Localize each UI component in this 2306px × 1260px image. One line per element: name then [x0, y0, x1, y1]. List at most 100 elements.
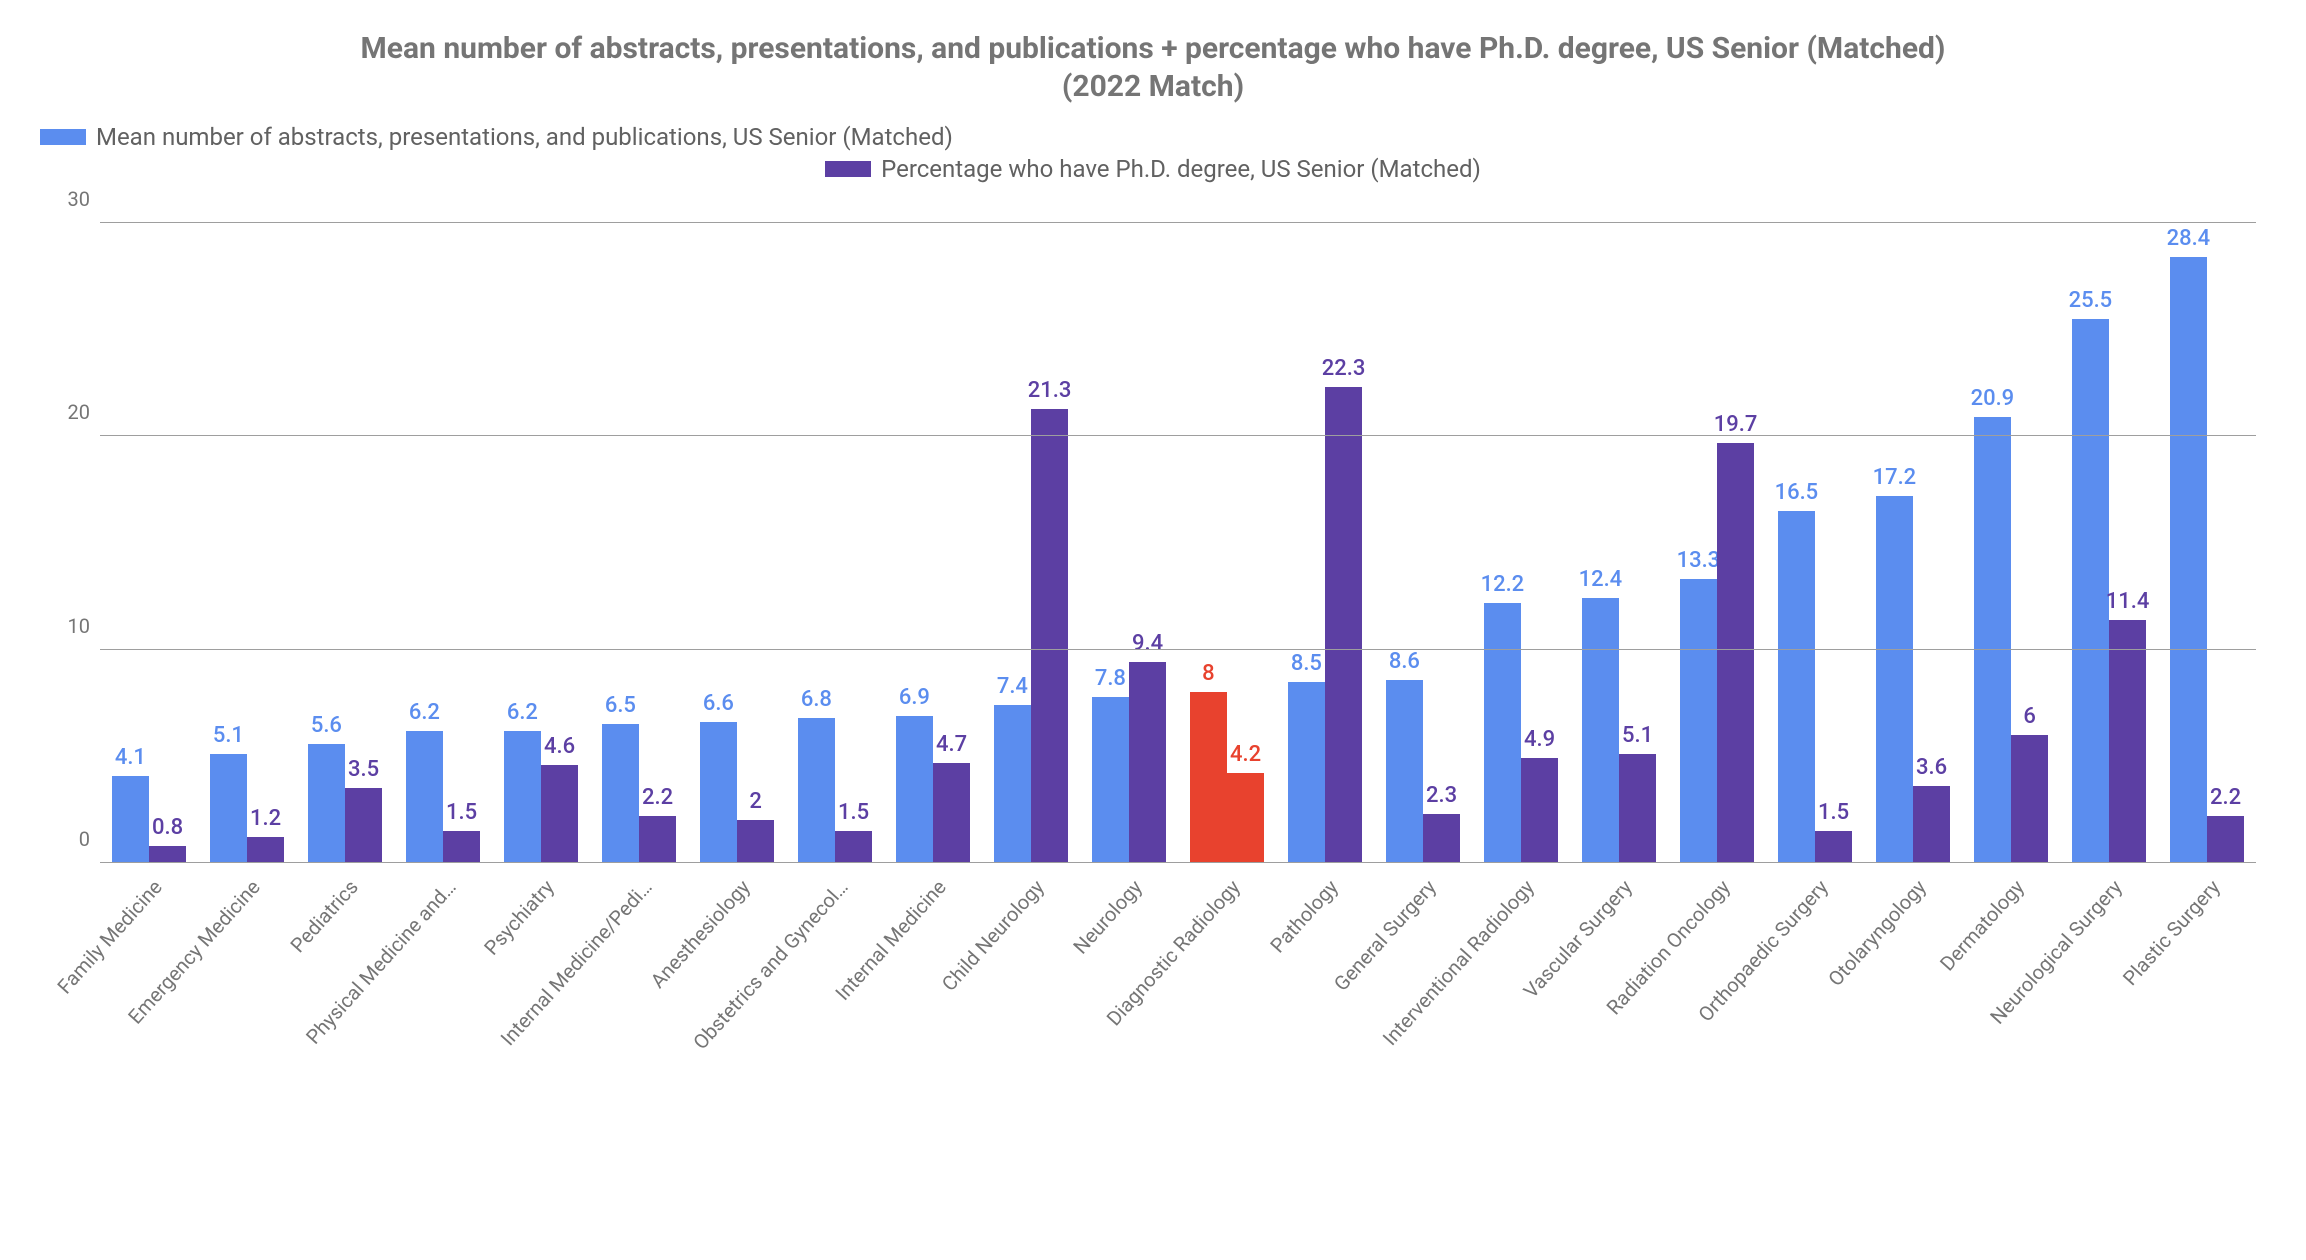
bar-group: 6.81.5	[786, 223, 884, 863]
bar-series1: 6.2	[504, 731, 541, 863]
bar-series1: 12.2	[1484, 603, 1521, 863]
bar-value-label: 19.7	[1714, 412, 1758, 437]
x-axis-label: Neurology	[1068, 875, 1147, 959]
x-axis-label: Family Medicine	[52, 875, 167, 998]
bar-series2: 11.4	[2109, 620, 2146, 863]
bar-series2: 4.6	[541, 765, 578, 863]
x-label-cell: Diagnostic Radiology	[1178, 863, 1276, 1033]
bar-series2: 4.7	[933, 763, 970, 863]
x-axis-labels: Family MedicineEmergency MedicinePediatr…	[100, 863, 2256, 1033]
bar-value-label: 3.6	[1916, 755, 1947, 780]
bar-value-label: 11.4	[2106, 589, 2150, 614]
bar-value-label: 6.6	[703, 691, 734, 716]
bar-value-label: 13.3	[1677, 548, 1721, 573]
bars-area: 4.10.85.11.25.63.56.21.56.24.66.52.26.62…	[100, 223, 2256, 863]
bar-value-label: 22.3	[1322, 356, 1366, 381]
grid-line	[100, 222, 2256, 223]
y-tick-label: 10	[50, 614, 90, 638]
bar-series1: 6.5	[602, 724, 639, 863]
bar-series1: 8.5	[1288, 682, 1325, 863]
bar-series2: 4.2	[1227, 773, 1264, 863]
bar-group: 6.62	[688, 223, 786, 863]
bar-group: 84.2	[1178, 223, 1276, 863]
bar-value-label: 7.4	[997, 674, 1028, 699]
x-axis-label: Pathology	[1265, 875, 1343, 957]
bar-series2: 5.1	[1619, 754, 1656, 863]
bar-series2: 1.5	[835, 831, 872, 863]
bar-value-label: 1.5	[1818, 800, 1849, 825]
bar-series1: 16.5	[1778, 511, 1815, 863]
bar-value-label: 6.2	[409, 700, 440, 725]
bar-series2: 21.3	[1031, 409, 1068, 863]
y-tick-label: 20	[50, 400, 90, 424]
grid-line	[100, 435, 2256, 436]
legend-swatch-series2	[825, 161, 871, 177]
bar-series1: 8.6	[1386, 680, 1423, 863]
bar-series1: 6.6	[700, 722, 737, 863]
bar-value-label: 8.5	[1291, 651, 1322, 676]
bar-value-label: 1.5	[838, 800, 869, 825]
bar-value-label: 21.3	[1028, 378, 1072, 403]
x-label-cell: Physical Medicine and…	[394, 863, 492, 1033]
bar-group: 17.23.6	[1864, 223, 1962, 863]
plot-area: 4.10.85.11.25.63.56.21.56.24.66.52.26.62…	[40, 223, 2266, 1033]
bar-value-label: 6.8	[801, 687, 832, 712]
bar-value-label: 4.2	[1230, 742, 1261, 767]
bar-group: 7.89.4	[1080, 223, 1178, 863]
bar-value-label: 16.5	[1775, 480, 1819, 505]
bar-series2: 22.3	[1325, 387, 1362, 863]
bar-value-label: 12.2	[1481, 572, 1525, 597]
bar-series1: 6.8	[798, 718, 835, 863]
bar-value-label: 6.5	[605, 693, 636, 718]
bar-series1: 13.3	[1680, 579, 1717, 863]
chart-container: Mean number of abstracts, presentations,…	[0, 0, 2306, 1260]
chart-title-line2: (2022 Match)	[40, 68, 2266, 106]
legend-swatch-series1	[40, 129, 86, 145]
bar-series1: 4.1	[112, 776, 149, 863]
bar-group: 4.10.8	[100, 223, 198, 863]
bar-value-label: 2.2	[642, 785, 673, 810]
bar-value-label: 4.9	[1524, 727, 1555, 752]
bar-series2: 3.5	[345, 788, 382, 863]
bar-group: 5.1 1.2	[198, 223, 296, 863]
bar-group: 13.3 19.7	[1668, 223, 1766, 863]
bar-series2: 2.2	[639, 816, 676, 863]
bar-value-label: 4.6	[544, 734, 575, 759]
bar-series1: 8	[1190, 692, 1227, 863]
bar-series1: 28.4	[2170, 257, 2207, 863]
bar-value-label: 5.1	[1622, 723, 1653, 748]
bar-group: 12.45.1	[1570, 223, 1668, 863]
bar-series1: 25.5	[2072, 319, 2109, 863]
y-tick-label: 0	[50, 827, 90, 851]
bar-value-label: 1.2	[250, 806, 281, 831]
bar-group: 8.522.3	[1276, 223, 1374, 863]
bar-group: 12.24.9	[1472, 223, 1570, 863]
bar-series1: 7.4	[994, 705, 1031, 863]
bar-value-label: 1.5	[446, 800, 477, 825]
bar-group: 16.51.5	[1766, 223, 1864, 863]
bar-value-label: 5.1	[213, 723, 244, 748]
bar-value-label: 3.5	[348, 757, 379, 782]
x-label-cell: Emergency Medicine	[198, 863, 296, 1033]
bar-value-label: 8	[1202, 661, 1215, 686]
bar-series2: 2.2	[2207, 816, 2244, 863]
bar-series2: 1.5	[1815, 831, 1852, 863]
bar-group: 7.421.3	[982, 223, 1080, 863]
bar-value-label: 4.7	[936, 732, 967, 757]
bar-series2: 2	[737, 820, 774, 863]
bar-series2: 0.8	[149, 846, 186, 863]
bar-series1: 6.2	[406, 731, 443, 863]
bar-group: 6.24.6	[492, 223, 590, 863]
bar-series1: 7.8	[1092, 697, 1129, 863]
bar-value-label: 7.8	[1095, 666, 1126, 691]
x-label-cell: Child Neurology	[982, 863, 1080, 1033]
bar-value-label: 9.4	[1132, 631, 1163, 656]
legend-item-series1: Mean number of abstracts, presentations,…	[40, 123, 953, 151]
chart-title-line1: Mean number of abstracts, presentations,…	[40, 30, 2266, 68]
bar-value-label: 28.4	[2167, 226, 2211, 251]
bar-group: 5.63.5	[296, 223, 394, 863]
bar-value-label: 6.9	[899, 685, 930, 710]
bar-group: 6.52.2	[590, 223, 688, 863]
bar-value-label: 25.5	[2069, 288, 2113, 313]
bar-series1: 5.6	[308, 744, 345, 863]
